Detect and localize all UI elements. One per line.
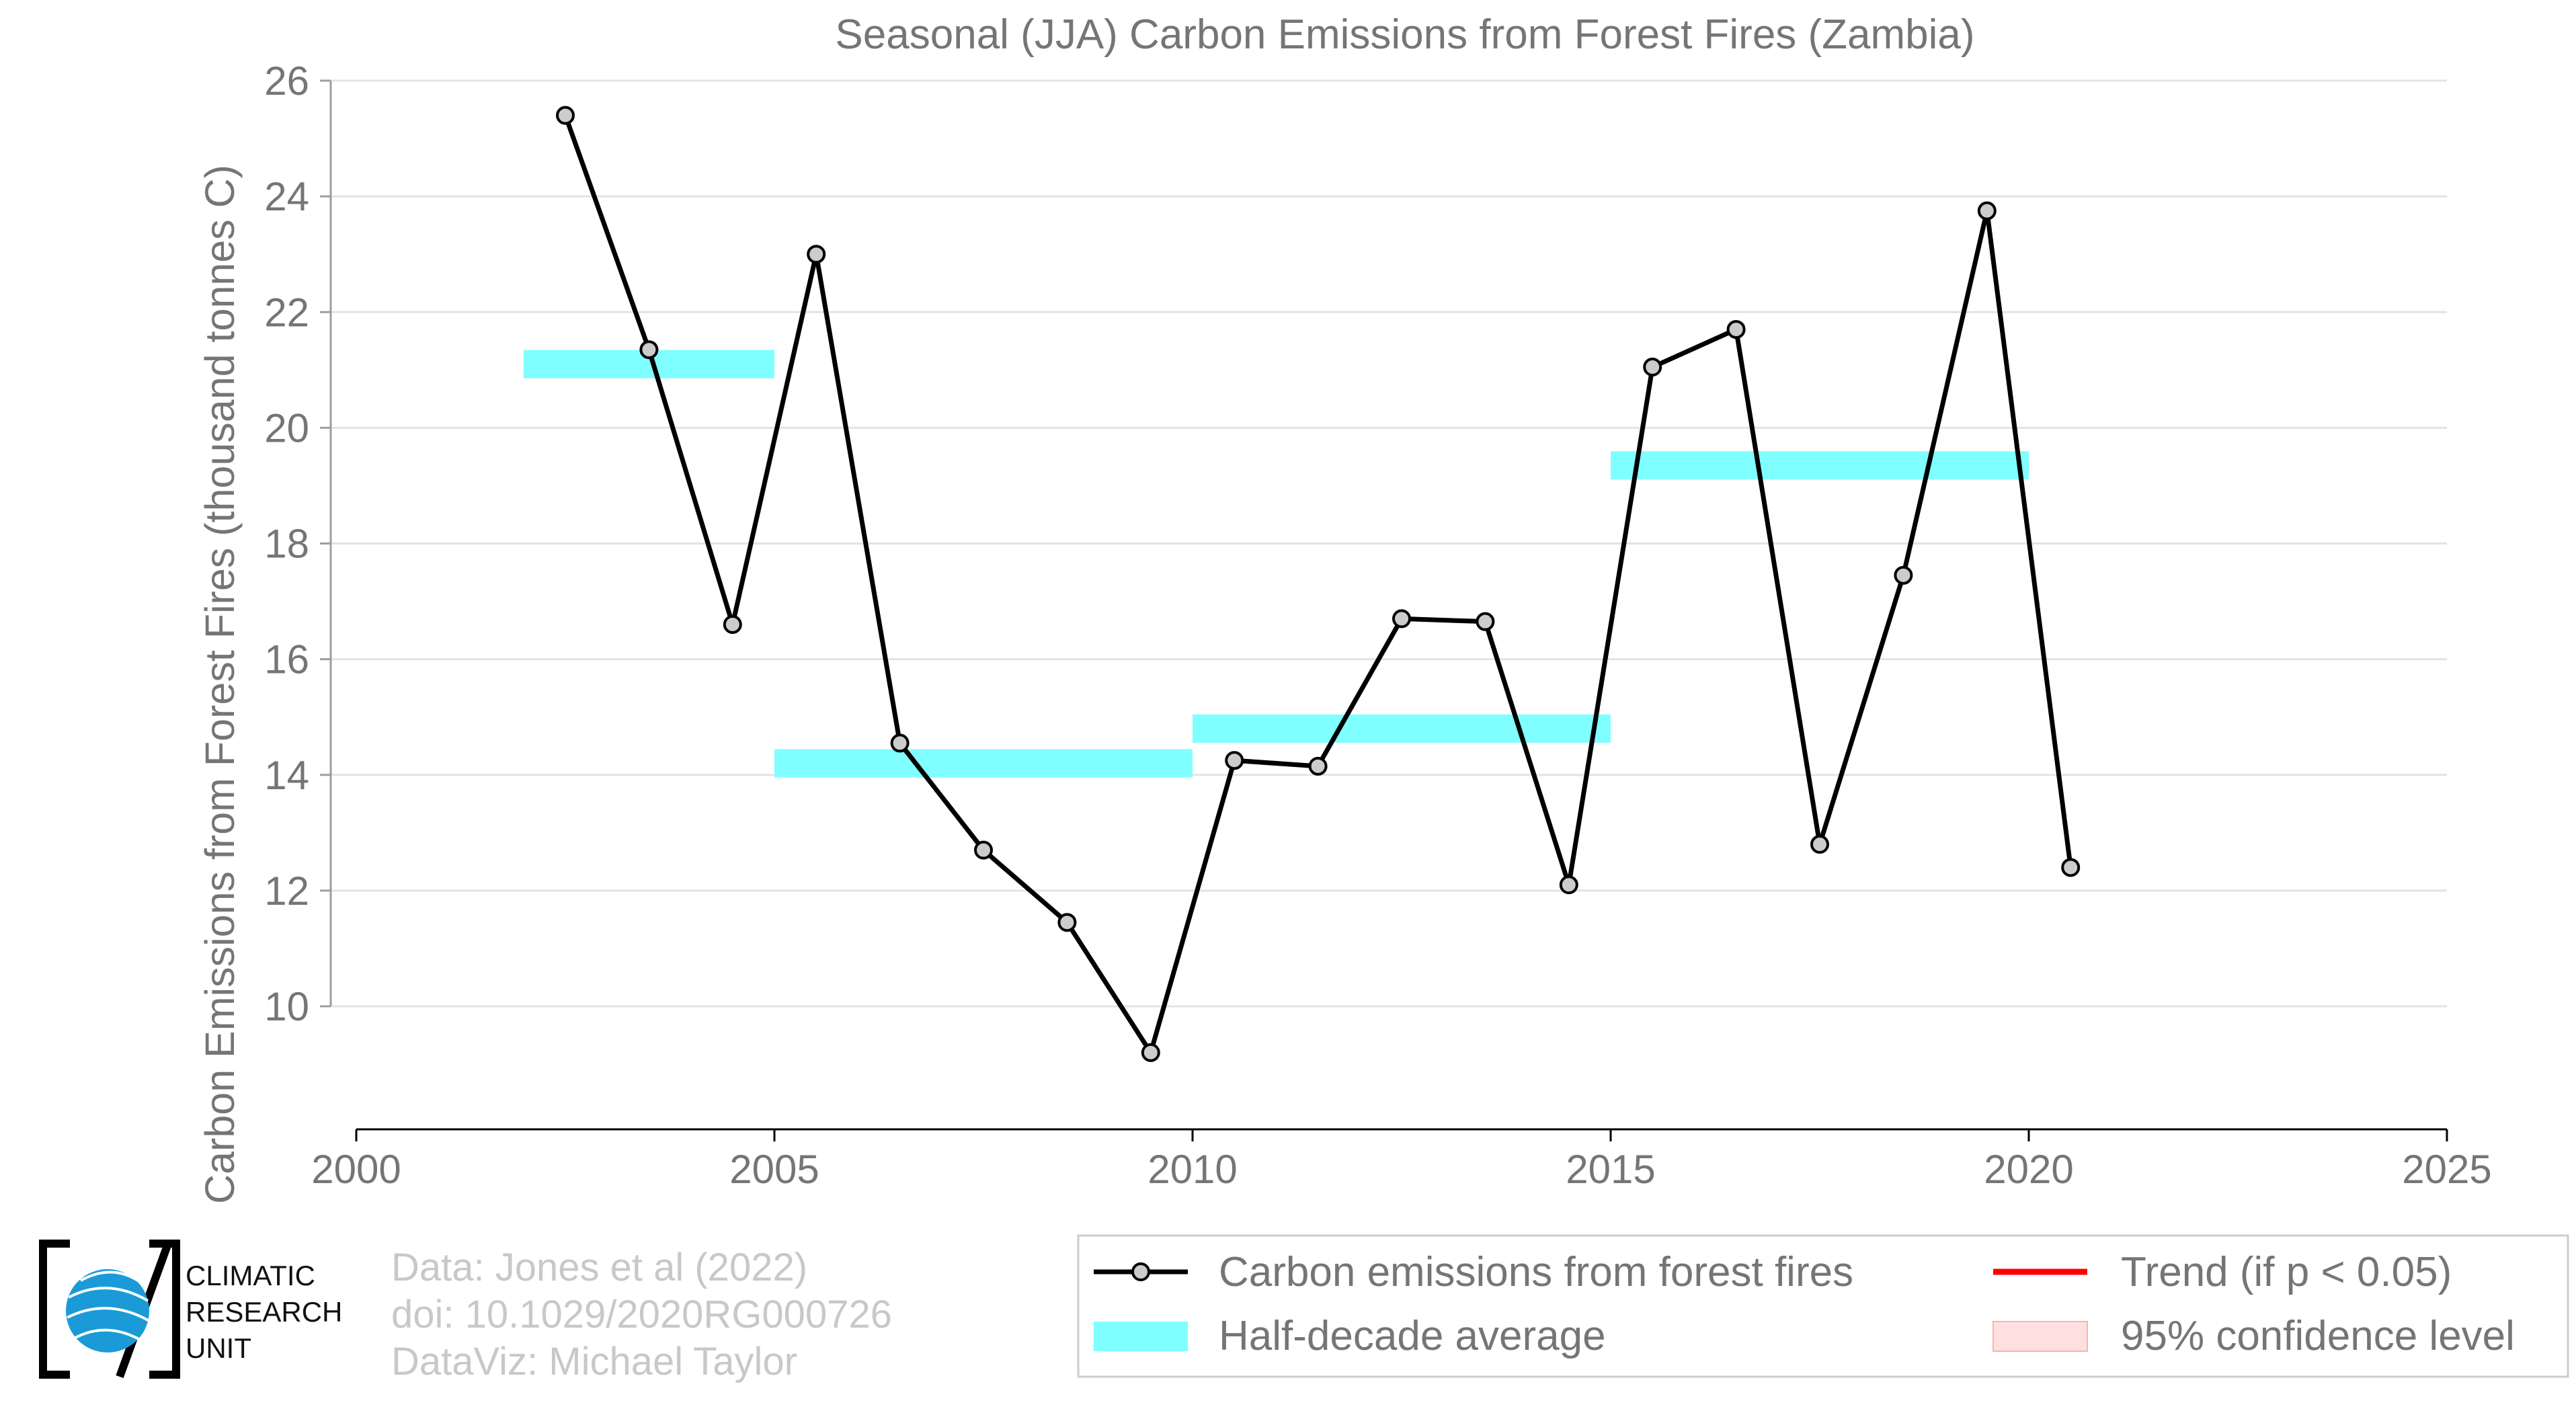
x-tick-label: 2020 — [1984, 1147, 2073, 1192]
data-point — [1392, 609, 1411, 629]
legend-label-confidence: 95% confidence level — [2121, 1313, 2515, 1359]
legend: Carbon emissions from forest fires Half-… — [1077, 1234, 2569, 1378]
gridlines — [331, 79, 2447, 1008]
data-point — [1476, 612, 1495, 631]
half-decade-band — [1611, 451, 2029, 480]
cru-logo: CLIMATIC RESEARCH UNIT — [39, 1240, 342, 1379]
x-tick-label: 2010 — [1148, 1147, 1237, 1192]
y-tick-label: 14 — [264, 753, 309, 798]
y-tick-label: 24 — [264, 174, 309, 219]
data-point — [1894, 565, 1913, 585]
legend-label-emissions: Carbon emissions from forest fires — [1219, 1249, 1853, 1295]
x-axis: 2000 2005 2010 2015 2020 2025 — [311, 1128, 2492, 1192]
credit-data: Data: Jones et al (2022) — [391, 1246, 807, 1289]
data-point — [2061, 858, 2081, 877]
data-point — [639, 340, 659, 360]
data-point — [556, 106, 575, 125]
legend-box — [1077, 1234, 2569, 1378]
data-point — [723, 614, 742, 634]
half-decade-band — [774, 749, 1193, 778]
y-tick-label: 26 — [264, 58, 309, 104]
x-tick-label: 2000 — [311, 1147, 401, 1192]
y-tick-label: 12 — [264, 869, 309, 914]
y-axis: 10 12 14 16 18 20 22 24 26 — [264, 58, 332, 1029]
data-point — [1643, 358, 1662, 377]
chart-title: Seasonal (JJA) Carbon Emissions from For… — [835, 11, 1974, 58]
y-tick-label: 22 — [264, 290, 309, 335]
data-point — [890, 733, 910, 753]
y-tick-label: 20 — [264, 405, 309, 450]
logo-text-line3: UNIT — [186, 1332, 251, 1364]
legend-label-half-decade: Half-decade average — [1219, 1313, 1606, 1359]
credit-doi: doi: 10.1029/2020RG000726 — [391, 1293, 892, 1336]
y-tick-label: 18 — [264, 522, 309, 567]
x-tick-label: 2025 — [2402, 1147, 2491, 1192]
logo-text-line1: CLIMATIC — [186, 1260, 315, 1291]
logo-bracket-left — [39, 1240, 70, 1379]
data-point — [1977, 201, 1997, 220]
x-tick-label: 2005 — [729, 1147, 819, 1192]
data-point — [1057, 913, 1077, 932]
data-point — [1810, 835, 1829, 854]
half-decade-band — [1193, 714, 1611, 743]
logo-text-line2: RESEARCH — [186, 1296, 342, 1328]
data-point — [974, 840, 993, 860]
legend-swatch-confidence — [1993, 1321, 2088, 1352]
series-line — [563, 114, 2073, 1055]
data-point — [1141, 1043, 1160, 1062]
series-carbon-emissions — [556, 106, 2081, 1062]
data-point — [1559, 875, 1578, 895]
x-tick-label: 2015 — [1566, 1147, 1655, 1192]
globe-icon — [66, 1269, 149, 1353]
data-point — [807, 245, 826, 264]
data-point — [1225, 751, 1244, 770]
data-point — [1726, 320, 1746, 339]
globe-lines — [67, 1270, 150, 1342]
y-tick-label: 16 — [264, 637, 309, 682]
y-axis-label: Carbon Emissions from Forest Fires (thou… — [197, 165, 243, 1204]
legend-swatch-half-decade — [1094, 1322, 1188, 1351]
legend-label-trend: Trend (if p < 0.05) — [2121, 1249, 2452, 1295]
y-tick-label: 10 — [264, 984, 309, 1029]
half-decade-bands — [523, 350, 2029, 778]
legend-marker-emissions — [1131, 1262, 1150, 1281]
data-point — [1308, 756, 1328, 776]
logo-bracket-right — [149, 1240, 180, 1379]
credit-dataviz: DataViz: Michael Taylor — [391, 1340, 797, 1383]
